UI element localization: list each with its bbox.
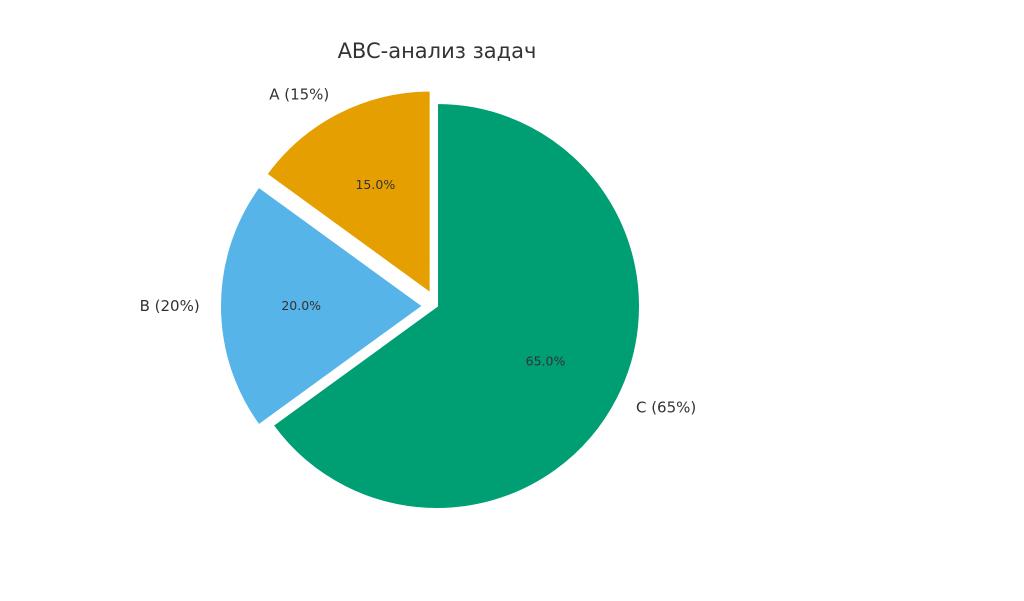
slice-label-b: B (20%) bbox=[140, 297, 200, 315]
pie-slices bbox=[219, 89, 641, 510]
pct-label-b: 20.0% bbox=[281, 298, 321, 313]
slice-label-a: A (15%) bbox=[269, 86, 329, 104]
pct-label-a: 15.0% bbox=[355, 177, 395, 192]
chart-title: ABC-анализ задач bbox=[338, 39, 537, 63]
slice-label-c: C (65%) bbox=[636, 398, 696, 416]
pie-slice-b bbox=[219, 185, 425, 427]
pct-label-c: 65.0% bbox=[526, 353, 566, 368]
pie-labels: A (15%) 15.0% B (20%) 20.0% C (65%) 65.0% bbox=[140, 86, 697, 417]
pie-slice-a bbox=[265, 89, 432, 296]
pie-slice-c bbox=[271, 101, 641, 510]
